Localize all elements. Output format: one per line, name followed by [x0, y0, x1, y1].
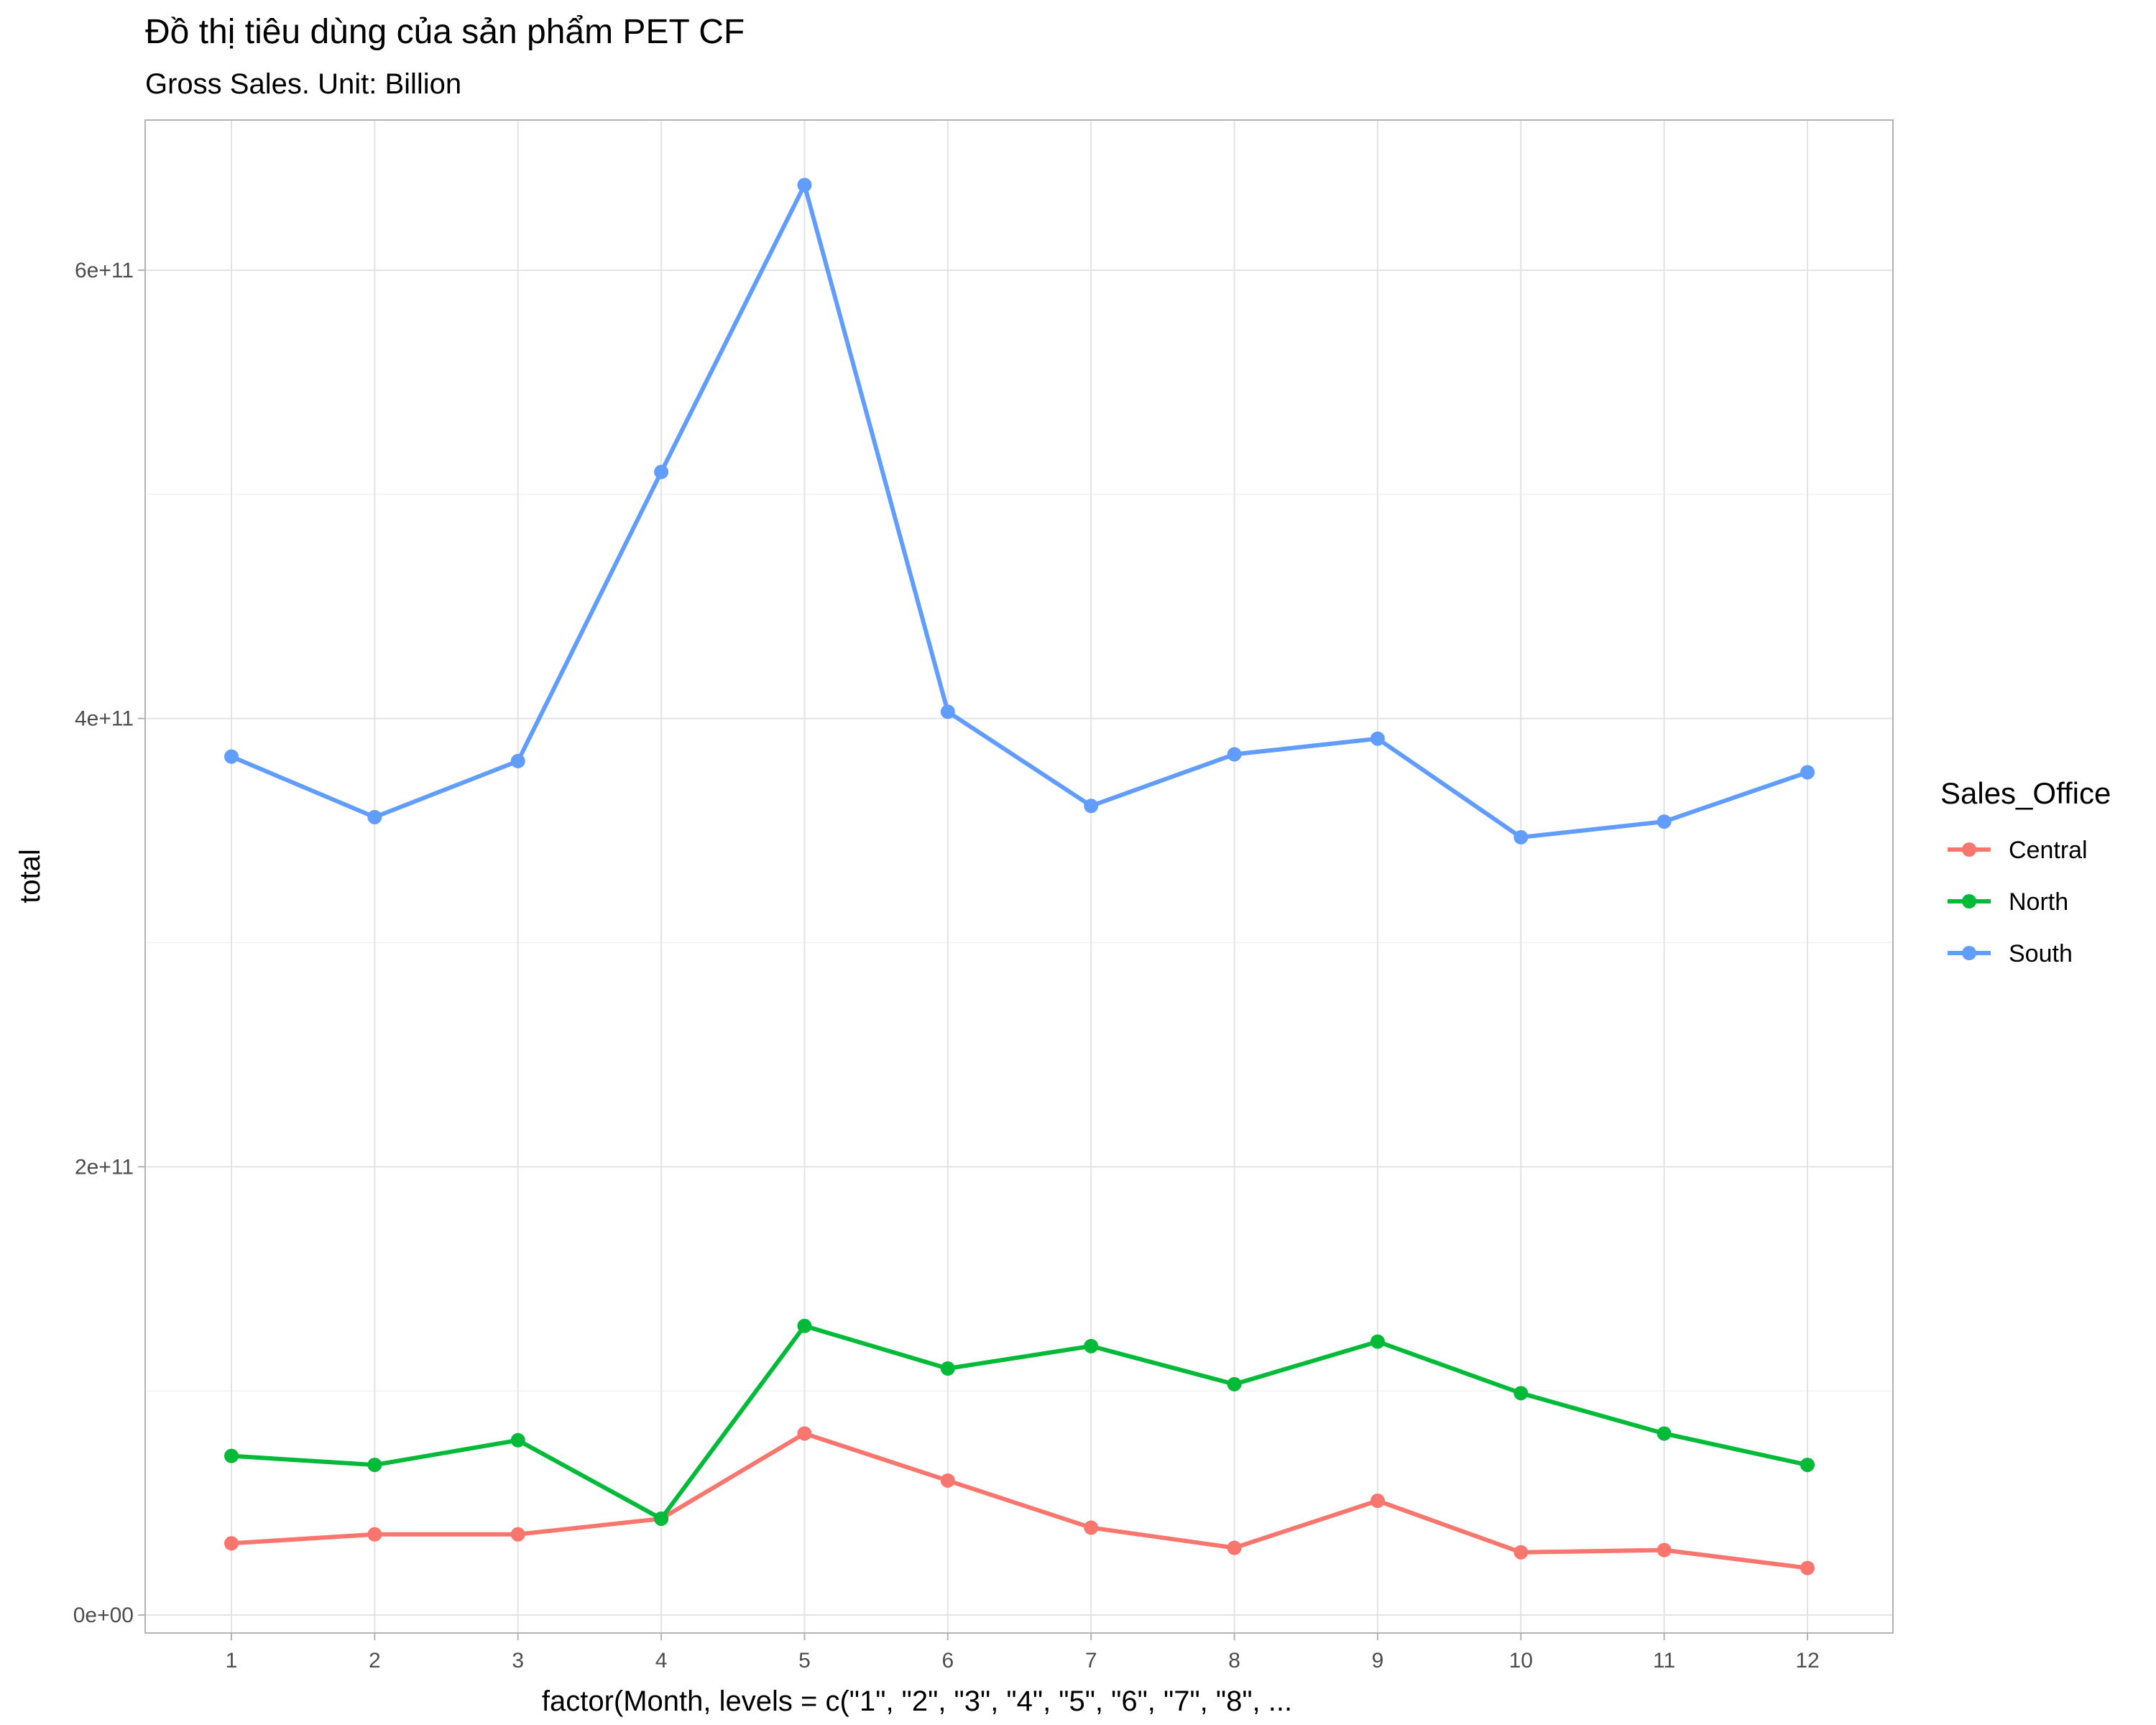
x-tick-label: 1 [226, 1649, 238, 1673]
legend: Sales_Office Central North South [1940, 776, 2111, 967]
data-point [1084, 1520, 1099, 1535]
legend-title: Sales_Office [1940, 776, 2111, 810]
legend-item-central: Central [1948, 837, 2088, 864]
data-point [1514, 829, 1529, 845]
legend-label: Central [2009, 837, 2088, 864]
x-tick-label: 5 [798, 1649, 811, 1673]
data-point [367, 1527, 382, 1542]
series-line [229, 1323, 1810, 1521]
data-point [797, 1426, 812, 1441]
data-point [367, 809, 382, 824]
data-point [1084, 1338, 1099, 1353]
x-tick-label: 10 [1509, 1649, 1533, 1673]
data-point [510, 753, 525, 768]
data-point [1227, 747, 1242, 762]
series-group [224, 178, 1815, 1576]
legend-key-point [1962, 946, 1976, 960]
x-tick-label: 9 [1372, 1649, 1384, 1673]
x-tick-label: 2 [369, 1649, 381, 1673]
data-point [940, 1361, 955, 1376]
data-point [1514, 1545, 1529, 1560]
data-point [1370, 1494, 1385, 1509]
data-point [797, 1318, 812, 1333]
series-line [229, 183, 1810, 840]
grid [145, 120, 1893, 1633]
x-axis-title: factor(Month, levels = c("1", "2", "3", … [542, 1685, 1292, 1717]
data-point [510, 1527, 525, 1542]
data-point [1800, 1458, 1815, 1473]
data-point [1370, 731, 1385, 746]
x-tick-label: 11 [1653, 1649, 1675, 1673]
legend-key-point [1962, 894, 1976, 908]
y-axis-title: total [14, 849, 46, 903]
legend-key-point [1962, 842, 1976, 857]
y-tick-label: 2e+11 [75, 1155, 134, 1179]
data-point [1657, 1542, 1672, 1558]
x-tick-label: 7 [1085, 1649, 1097, 1673]
data-point [1227, 1540, 1242, 1555]
data-point [1800, 1560, 1815, 1576]
data-point [1084, 799, 1099, 814]
series-line [229, 1431, 1810, 1570]
series-central [224, 1426, 1815, 1576]
x-tick-label: 3 [512, 1649, 524, 1673]
plot-panel [144, 119, 1894, 1634]
y-tick-label: 4e+11 [75, 707, 134, 731]
x-tick-label: 6 [941, 1649, 954, 1673]
data-point [510, 1432, 525, 1448]
data-point [654, 464, 669, 479]
data-point [224, 749, 239, 764]
x-tick-label: 4 [655, 1649, 668, 1673]
chart-subtitle: Gross Sales. Unit: Billion [145, 68, 461, 100]
data-point [940, 1473, 955, 1488]
data-point [1514, 1386, 1529, 1401]
y-tick-label: 6e+11 [75, 259, 134, 282]
data-point [654, 1511, 669, 1526]
data-point [224, 1536, 239, 1551]
data-point [1800, 765, 1815, 780]
x-tick-label: 8 [1228, 1649, 1240, 1673]
legend-label: South [2009, 940, 2073, 967]
data-point [1657, 1426, 1672, 1441]
legend-label: North [2009, 888, 2068, 916]
data-point [224, 1448, 239, 1463]
data-point [1227, 1376, 1242, 1392]
y-tick-label: 0e+00 [73, 1604, 134, 1627]
data-point [1370, 1334, 1385, 1349]
series-south [224, 178, 1815, 845]
data-point [940, 704, 955, 719]
data-point [367, 1458, 382, 1473]
legend-item-south: South [1948, 940, 2073, 967]
data-point [1657, 814, 1672, 829]
legend-item-north: North [1948, 888, 2068, 916]
x-tick-label: 12 [1795, 1649, 1819, 1673]
series-north [224, 1318, 1815, 1526]
data-point [797, 178, 812, 193]
chart-title: Đồ thị tiêu dùng của sản phẩm PET CF [145, 13, 745, 51]
